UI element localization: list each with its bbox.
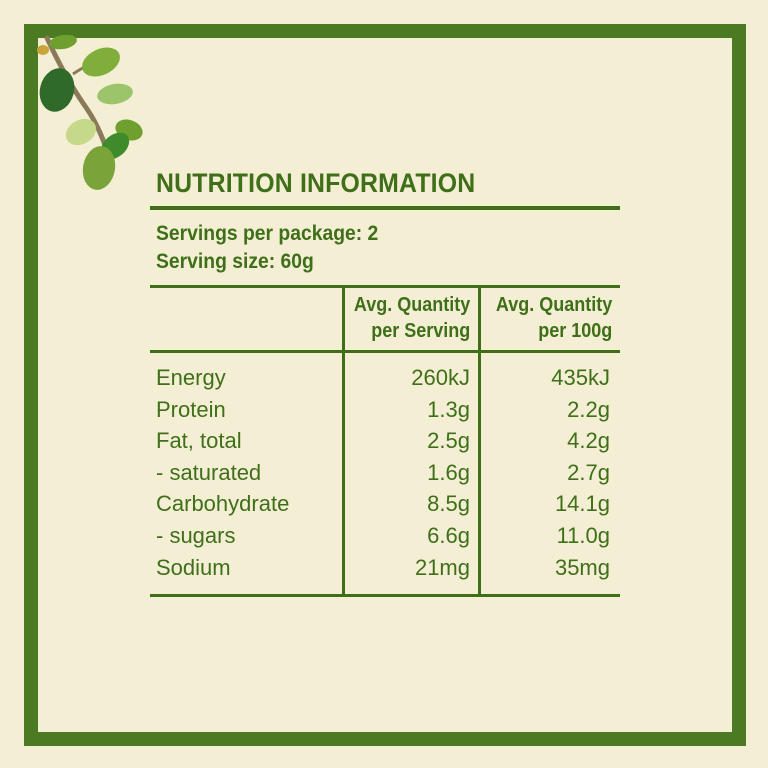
column-divider-1 [342,285,345,597]
serving-size: Serving size: 60g [156,250,314,273]
value-per-100g: 2.2g [567,396,610,422]
value-per-100g: 4.2g [567,428,610,454]
nutrient-label: Carbohydrate [156,491,290,517]
nutrient-label: Protein [156,396,226,422]
value-per-100g: 435kJ [551,365,610,390]
value-per-serving: 1.6g [427,459,470,485]
title-divider [150,206,620,210]
nutrient-label: Sodium [156,554,231,580]
column-header-per-100g-line2: per 100g [537,320,612,342]
header-top-divider [150,285,620,288]
value-per-100g: 14.1g [554,491,610,517]
value-per-serving: 21mg [414,554,470,580]
column-header-per-serving: Avg. Quantity per Serving [354,292,470,344]
table-row: Fat, total 2.5g 4.2g [150,427,620,459]
column-header-per-100g: Avg. Quantity per 100g [496,292,612,344]
table-row: Protein 1.3g 2.2g [150,396,620,428]
table-row: - saturated 1.6g 2.7g [150,459,620,491]
panel-title: NUTRITION INFORMATION [156,168,476,198]
column-header-per-serving-line2: per Serving [370,320,470,342]
label-frame [24,24,746,746]
column-header-per-100g-line1: Avg. Quantity [495,294,612,316]
value-per-serving: 260kJ [411,365,470,390]
nutrient-label: Fat, total [156,428,242,454]
nutrient-label: Energy [156,365,226,390]
leafy-branch-icon [37,34,143,190]
header-bottom-divider [150,350,620,353]
value-per-100g: 35mg [554,554,610,580]
servings-per-package: Servings per package: 2 [156,222,379,245]
table-row: - sugars 6.6g 11.0g [150,522,620,554]
value-per-serving: 8.5g [427,491,470,517]
column-divider-2 [478,285,481,597]
column-header-per-serving-line1: Avg. Quantity [353,294,470,316]
value-per-serving: 1.3g [427,396,470,422]
value-per-100g: 2.7g [567,459,610,485]
value-per-100g: 11.0g [556,522,610,548]
nutrient-label: - sugars [156,522,236,548]
value-per-serving: 2.5g [427,428,470,454]
value-per-serving: 6.6g [427,522,470,548]
table-bottom-divider [150,594,620,597]
table-row: Sodium 21mg 35mg [150,554,620,586]
nutrient-label: - saturated [156,459,262,485]
table-row: Carbohydrate 8.5g 14.1g [150,490,620,522]
table-row: Energy 260kJ 435kJ [150,364,620,396]
nutrient-rows: Energy 260kJ 435kJ Protein 1.3g 2.2g Fat… [150,364,620,585]
